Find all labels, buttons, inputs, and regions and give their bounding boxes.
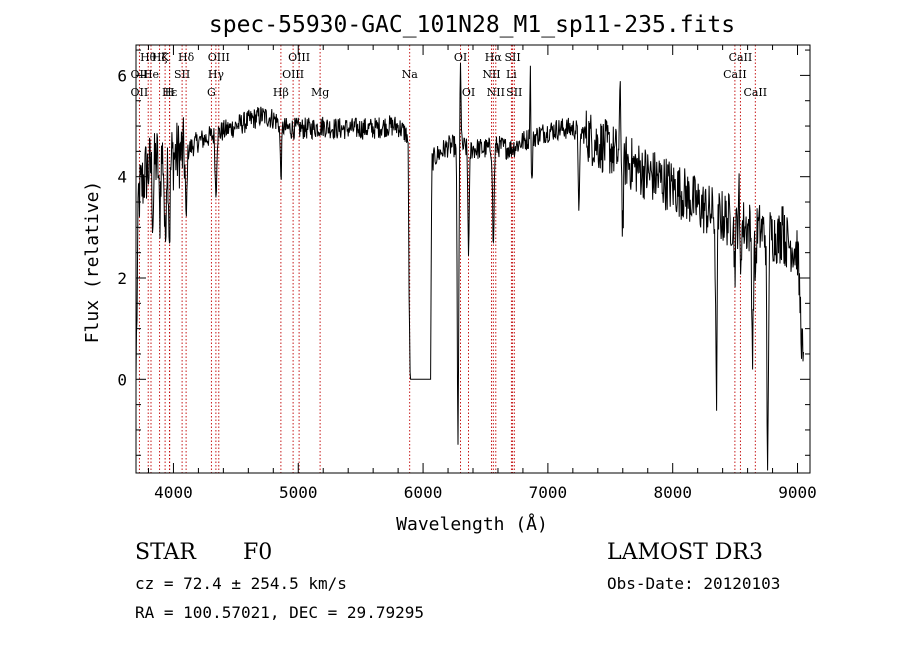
- marker-label-12: SII: [174, 68, 190, 81]
- x-tick-label-5: 9000: [778, 483, 817, 502]
- marker-label-5: OIII: [288, 51, 310, 64]
- marker-label-26: NII: [487, 86, 505, 99]
- marker-label-2: K: [161, 51, 170, 64]
- redshift-cz: cz = 72.4 ± 254.5 km/s: [135, 574, 347, 593]
- marker-label-18: CaII: [723, 68, 747, 81]
- coordinates: RA = 100.57021, DEC = 29.79295: [135, 603, 424, 622]
- marker-label-4: OIII: [208, 51, 230, 64]
- marker-label-24: Mg: [311, 86, 329, 99]
- marker-label-25: OI: [462, 86, 475, 99]
- marker-label-0: Hθ: [140, 51, 157, 64]
- spectrum-series: [135, 62, 804, 471]
- chart-title: spec-55930-GAC_101N28_M1_sp11-235.fits: [209, 12, 735, 38]
- marker-label-27: SII: [506, 86, 522, 99]
- plot-frame: [135, 44, 811, 474]
- marker-label-20: Hε: [162, 86, 178, 99]
- marker-label-19: OII: [131, 86, 149, 99]
- marker-label-28: CaII: [743, 86, 767, 99]
- x-tick-label-4: 8000: [653, 483, 692, 502]
- marker-label-23: Hβ: [273, 86, 289, 99]
- y-axis-label: Flux (relative): [82, 181, 103, 344]
- x-axis-label: Wavelength (Å): [396, 513, 548, 535]
- marker-label-1: Hζ: [152, 51, 168, 64]
- object-subclass: F0: [243, 540, 273, 565]
- y-tick-label-0: 0: [117, 370, 127, 389]
- x-tick-label-2: 6000: [404, 483, 443, 502]
- marker-label-13: Hγ: [208, 68, 225, 81]
- observation-date: Obs-Date: 20120103: [607, 574, 781, 593]
- spectral-line-markers: [138, 45, 756, 473]
- marker-label-17: Li: [506, 68, 517, 81]
- marker-label-8: SII: [504, 51, 520, 64]
- marker-label-10: OII: [131, 68, 149, 81]
- marker-label-22: G: [207, 86, 216, 99]
- x-axis: 4000 5000 6000 7000 8000 9000: [147, 45, 817, 502]
- marker-label-14: OIII: [282, 68, 304, 81]
- x-tick-label-1: 5000: [279, 483, 318, 502]
- y-tick-label-2: 4: [117, 168, 127, 187]
- flux-line: [135, 62, 804, 471]
- y-tick-label-1: 2: [117, 269, 127, 288]
- marker-label-9: CaII: [729, 51, 753, 64]
- marker-label-3: Hδ: [178, 51, 195, 64]
- y-axis: 0 2 4 6: [117, 49, 810, 456]
- x-tick-label-0: 4000: [154, 483, 193, 502]
- marker-label-16: NII: [482, 68, 500, 81]
- y-tick-label-3: 6: [117, 66, 127, 85]
- object-class: STAR: [135, 540, 196, 565]
- marker-label-7: Hα: [485, 51, 503, 64]
- marker-label-15: Na: [402, 68, 419, 81]
- x-tick-label-3: 7000: [529, 483, 568, 502]
- marker-label-11: He: [143, 68, 159, 81]
- marker-label-21: H: [165, 86, 175, 99]
- marker-label-6: OI: [454, 51, 467, 64]
- survey-name: LAMOST DR3: [607, 540, 763, 565]
